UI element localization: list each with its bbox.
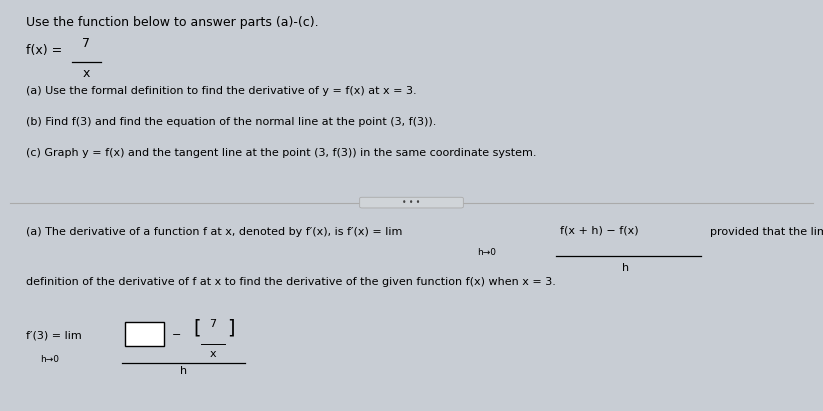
Text: f(x + h) − f(x): f(x + h) − f(x) [560,225,639,235]
Text: 7: 7 [210,319,216,329]
Text: (a) The derivative of a function f at x, denoted by f′(x), is f′(x) = lim: (a) The derivative of a function f at x,… [26,227,402,237]
Text: h→0: h→0 [477,248,496,257]
Text: x: x [210,349,216,359]
Text: ]: ] [227,319,235,338]
Text: provided that the limit exists.  Use the: provided that the limit exists. Use the [710,227,823,237]
Text: (c) Graph y = f(x) and the tangent line at the point (3, f(3)) in the same coord: (c) Graph y = f(x) and the tangent line … [26,148,537,157]
Text: (a) Use the formal definition to find the derivative of y = f(x) at x = 3.: (a) Use the formal definition to find th… [26,86,416,97]
Text: h→0: h→0 [40,355,59,364]
Text: h: h [180,367,188,376]
Text: f(x) =: f(x) = [26,44,63,58]
Text: [: [ [193,319,201,338]
Text: (b) Find f(3) and find the equation of the normal line at the point (3, f(3)).: (b) Find f(3) and find the equation of t… [26,117,436,127]
FancyBboxPatch shape [125,322,164,346]
Text: definition of the derivative of f at x to find the derivative of the given funct: definition of the derivative of f at x t… [26,277,556,286]
Text: 7: 7 [82,37,91,50]
Text: −: − [172,330,182,340]
Text: Use the function below to answer parts (a)-(c).: Use the function below to answer parts (… [26,16,319,29]
Text: x: x [82,67,90,80]
FancyBboxPatch shape [360,197,463,208]
Text: • • •: • • • [402,198,421,207]
Text: h: h [622,263,630,273]
Text: f′(3) = lim: f′(3) = lim [26,330,81,340]
